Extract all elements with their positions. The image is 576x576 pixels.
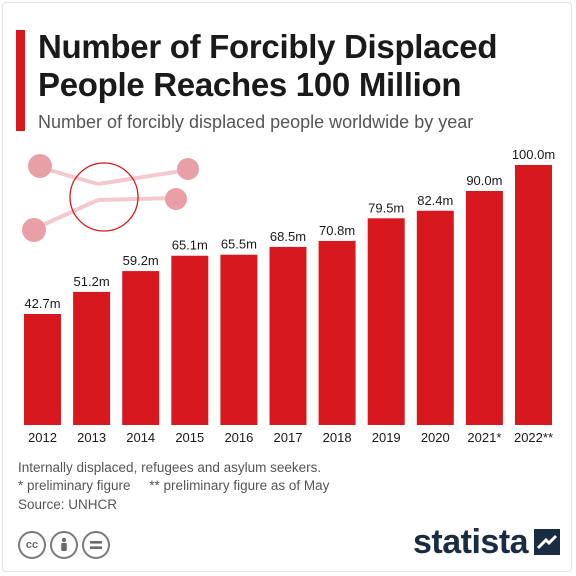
statista-mark-icon	[534, 529, 561, 555]
x-axis-label: 2013	[77, 430, 106, 445]
chart-title: Number of Forcibly Displaced People Reac…	[38, 28, 558, 104]
bar-2012	[24, 313, 61, 425]
value-labels-group: 42.7m 51.2m 59.2m 65.1m 65.5m 68.5m 70.8m 79.5m…	[24, 147, 555, 311]
source-note: Source: UNHCR	[18, 497, 118, 512]
no-derivatives-icon[interactable]	[82, 531, 110, 559]
x-axis-label: 2018	[323, 430, 352, 445]
title-accent-bar	[16, 30, 25, 131]
title-line-2: People Reaches 100 Million	[38, 66, 462, 103]
value-label: 100.0m	[512, 147, 555, 162]
footnote-description: Internally displaced, refugees and asylu…	[18, 460, 322, 475]
value-label: 68.5m	[270, 229, 306, 244]
value-label: 59.2m	[123, 253, 159, 268]
x-axis-label: 2012	[28, 430, 57, 445]
value-label: 79.5m	[368, 200, 404, 215]
value-label: 65.1m	[172, 238, 208, 253]
x-axis-label: 2021*	[467, 430, 501, 445]
x-axis-labels-group: 2012 2013 2014 2015 2016 2017 2018 2019 2020 2021…	[28, 430, 553, 445]
decorative-network-icon	[22, 154, 199, 242]
value-label: 90.0m	[466, 173, 502, 188]
value-label: 82.4m	[417, 193, 453, 208]
cc-icon[interactable]: cc	[18, 531, 46, 559]
x-axis-label: 2014	[126, 430, 155, 445]
bar-2021	[465, 191, 503, 425]
bar-2020	[416, 210, 454, 425]
bar-2019	[367, 218, 405, 425]
title-line-1: Number of Forcibly Displaced	[38, 28, 498, 65]
bar-2022	[515, 165, 552, 425]
attribution-icon[interactable]	[50, 531, 78, 559]
x-axis-label: 2022**	[514, 430, 553, 445]
bar-2018	[318, 240, 356, 425]
x-axis-label: 2015	[175, 430, 204, 445]
x-axis-label: 2016	[224, 430, 253, 445]
bar-2017	[269, 246, 307, 425]
x-axis-label: 2019	[372, 430, 401, 445]
chart-subtitle: Number of forcibly displaced people worl…	[38, 112, 474, 132]
bar-2016	[220, 254, 258, 425]
value-label: 70.8m	[319, 223, 355, 238]
license-icons: cc	[18, 531, 110, 559]
bar-2013	[73, 291, 111, 425]
footnote-preliminary: * preliminary figure ** preliminary figu…	[18, 478, 330, 493]
statista-logo[interactable]: statista	[413, 522, 561, 562]
bar-2014	[122, 271, 160, 425]
bar-2015	[171, 255, 209, 425]
value-label: 42.7m	[24, 296, 60, 311]
x-axis-label: 2020	[421, 430, 450, 445]
infographic-frame	[2, 2, 572, 572]
value-label: 51.2m	[74, 274, 110, 289]
value-label: 65.5m	[221, 237, 257, 252]
x-axis-label: 2017	[274, 430, 303, 445]
brand-name: statista	[413, 522, 529, 561]
bars-group	[24, 165, 552, 425]
bar-chart: 42.7m 51.2m 59.2m 65.1m 65.5m 68.5m 70.8m 79.5m…	[22, 147, 555, 445]
